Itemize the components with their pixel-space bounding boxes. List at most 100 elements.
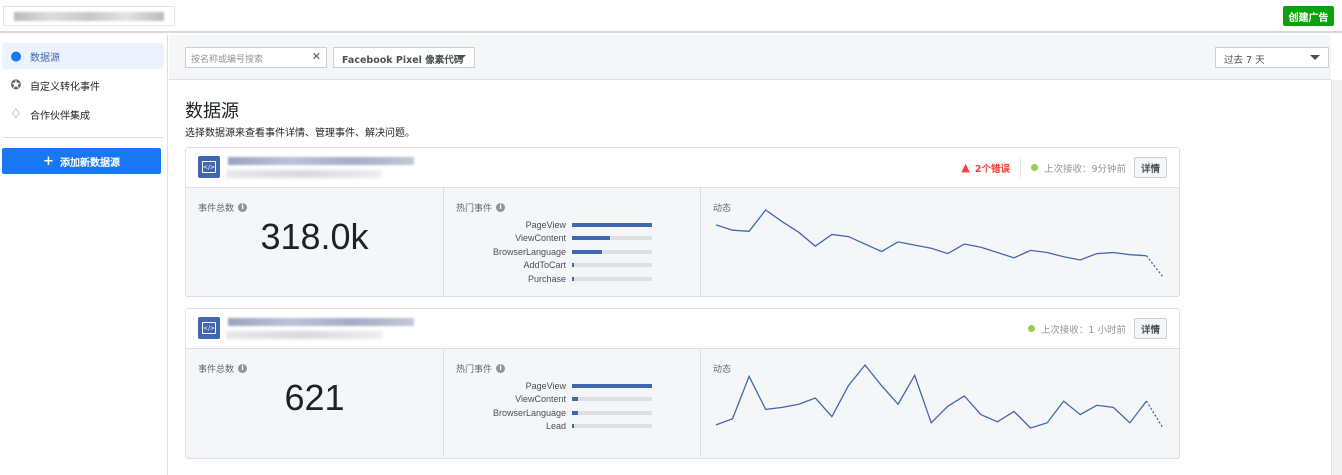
star-circle-icon: ✪ <box>10 77 22 93</box>
clear-icon[interactable]: ✕ <box>311 50 321 63</box>
warning-icon: ▲ <box>961 161 970 174</box>
top-events-panel: 热门事件 i PageView ViewContent BrowserLanguage A… <box>444 188 701 296</box>
account-selector[interactable] <box>3 6 175 26</box>
info-icon[interactable]: i <box>496 364 506 373</box>
event-name: PageView <box>525 219 566 230</box>
people-icon: ● <box>10 48 22 64</box>
event-bar-fill <box>572 263 574 268</box>
total-events-value: 318.0k <box>260 216 369 257</box>
page-title: 数据源 <box>185 101 239 122</box>
event-bar-fill <box>572 276 574 281</box>
divider <box>3 137 164 138</box>
event-name: Purchase <box>527 273 566 284</box>
event-bar-fill <box>572 397 578 402</box>
add-button-label: 添加新数据源 <box>59 157 120 169</box>
event-bar-fill <box>572 424 574 429</box>
caret-down-icon <box>1310 55 1320 60</box>
event-bar-track <box>572 249 652 254</box>
event-name: ViewContent <box>515 394 566 405</box>
event-bar-fill <box>572 236 610 241</box>
top-events-panel: 热门事件 i PageView ViewContent BrowserLanguage L… <box>444 349 701 457</box>
source-type-dropdown[interactable]: Facebook Pixel 像素代码 <box>333 47 475 68</box>
sidebar-item-partner-integrations[interactable]: ♢ 合作伙伴集成 <box>2 101 164 127</box>
divider <box>1019 156 1021 179</box>
activity-label: 动态 <box>713 365 732 375</box>
scrollbar[interactable] <box>1331 80 1342 475</box>
info-icon[interactable]: i <box>496 203 506 212</box>
info-icon[interactable]: i <box>238 203 248 212</box>
blurred-source-name[interactable] <box>228 157 414 165</box>
create-ad-button[interactable]: 创建广告 <box>1283 6 1334 26</box>
sidebar-item-data-sources[interactable]: ● 数据源 <box>2 43 164 69</box>
activity-line <box>715 209 1147 261</box>
data-source-card[interactable]: </> ▲ 2个错误 上次接收：9分钟前 详情 事件总数 i 318.0k 热门事件 i Pa… <box>185 147 1180 297</box>
total-events-label: 事件总数 <box>198 204 235 214</box>
total-events-value: 621 <box>284 377 345 418</box>
event-bar-fill <box>572 410 578 415</box>
event-bar-track <box>572 222 652 227</box>
handshake-icon: ♢ <box>10 106 22 122</box>
top-bar: 创建广告 <box>0 0 1342 33</box>
add-data-source-button[interactable]: + 添加新数据源 <box>2 148 161 174</box>
total-events-label: 事件总数 <box>198 365 235 375</box>
status-dot-icon <box>1027 325 1035 332</box>
last-received: 上次接收：9分钟前 <box>1043 163 1126 175</box>
top-event-row: AddToCart <box>444 259 700 273</box>
total-events-panel: 事件总数 i 318.0k <box>186 188 444 296</box>
event-bar-track <box>572 383 652 388</box>
search-placeholder: 按名称或编号搜索 <box>191 55 264 65</box>
card-header: </> 上次接收：1 小时前 详情 <box>186 309 1179 349</box>
status-dot-icon <box>1030 164 1038 171</box>
activity-sparkline <box>715 363 1164 429</box>
top-event-row: ViewContent <box>444 393 700 407</box>
search-input[interactable]: 按名称或编号搜索 ✕ <box>185 47 327 68</box>
top-event-row: Lead <box>444 420 700 434</box>
event-name: BrowserLanguage <box>492 246 566 257</box>
event-bar-track <box>572 424 652 429</box>
sidebar-item-label: 自定义转化事件 <box>30 81 100 93</box>
blurred-source-id <box>226 170 382 178</box>
activity-line <box>715 363 1147 429</box>
top-event-row: PageView <box>444 379 700 393</box>
blurred-source-name[interactable] <box>228 318 414 326</box>
activity-sparkline <box>715 209 1164 278</box>
event-name: ViewContent <box>515 233 566 244</box>
top-events-label: 热门事件 <box>456 365 493 375</box>
top-event-row: PageView <box>444 218 700 232</box>
event-bar-track <box>572 276 652 281</box>
data-source-card[interactable]: </> 上次接收：1 小时前 详情 事件总数 i 621 热门事件 i PageView V… <box>185 308 1180 459</box>
sidebar-item-label: 数据源 <box>30 52 60 64</box>
dropdown-value: Facebook Pixel 像素代码 <box>342 55 464 66</box>
event-bar-fill <box>572 249 603 254</box>
plus-icon: + <box>43 153 54 169</box>
activity-panel: 动态 <box>701 188 1179 296</box>
event-bar-fill <box>572 222 652 227</box>
top-event-row: ViewContent <box>444 232 700 246</box>
activity-panel: 动态 <box>701 349 1179 457</box>
error-indicator[interactable]: ▲ 2个错误 <box>961 161 1010 175</box>
pixel-code-icon: </> <box>198 156 220 178</box>
event-bar-track <box>572 236 652 241</box>
top-events-label: 热门事件 <box>456 204 493 214</box>
event-name: Lead <box>545 421 566 432</box>
last-received: 上次接收：1 小时前 <box>1040 324 1126 336</box>
total-events-panel: 事件总数 i 621 <box>186 349 444 457</box>
error-count: 2个错误 <box>974 163 1010 175</box>
sidebar: ● 数据源 ✪ 自定义转化事件 ♢ 合作伙伴集成 + 添加新数据源 <box>0 35 168 475</box>
date-range-dropdown[interactable]: 过去 7 天 <box>1215 47 1329 68</box>
blurred-source-id <box>226 331 382 339</box>
details-button[interactable]: 详情 <box>1134 157 1167 178</box>
event-bar-fill <box>572 383 652 388</box>
filter-bar: 按名称或编号搜索 ✕ Facebook Pixel 像素代码 过去 7 天 <box>169 35 1331 80</box>
event-name: PageView <box>525 380 566 391</box>
event-bar-track <box>572 397 652 402</box>
blurred-account-name <box>14 12 164 21</box>
info-icon[interactable]: i <box>238 364 248 373</box>
top-event-row: Purchase <box>444 272 700 286</box>
card-header: </> ▲ 2个错误 上次接收：9分钟前 详情 <box>186 148 1179 188</box>
top-event-row: BrowserLanguage <box>444 406 700 420</box>
top-event-row: BrowserLanguage <box>444 245 700 259</box>
sidebar-item-custom-conversions[interactable]: ✪ 自定义转化事件 <box>2 72 164 98</box>
event-name: BrowserLanguage <box>492 407 566 418</box>
details-button[interactable]: 详情 <box>1134 318 1167 339</box>
